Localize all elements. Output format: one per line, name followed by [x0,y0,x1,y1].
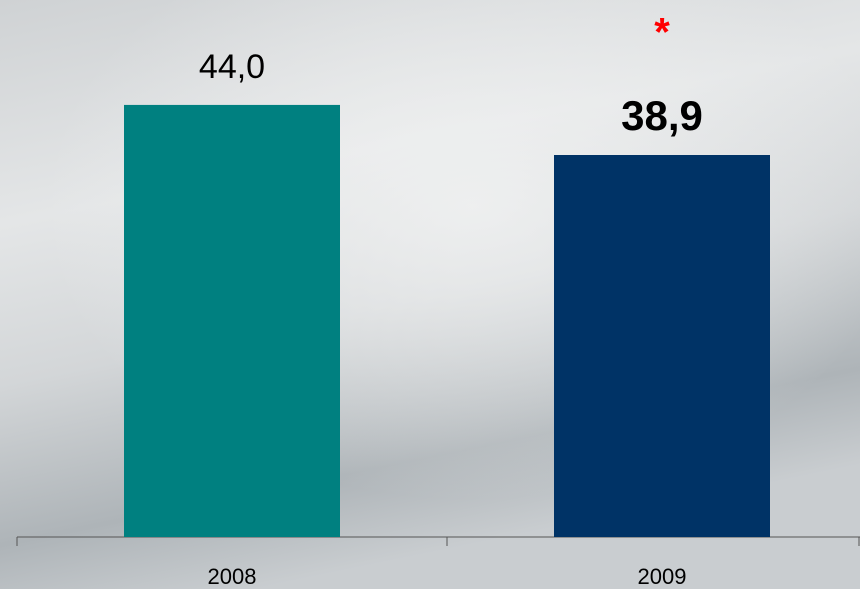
x-tick-label: 2008 [208,564,257,589]
bar [554,155,770,537]
x-tick-label: 2009 [638,564,687,589]
value-label: 44,0 [199,48,265,86]
bar [124,104,340,538]
value-label: 38,9 [621,92,703,139]
annotation: * [654,11,670,55]
